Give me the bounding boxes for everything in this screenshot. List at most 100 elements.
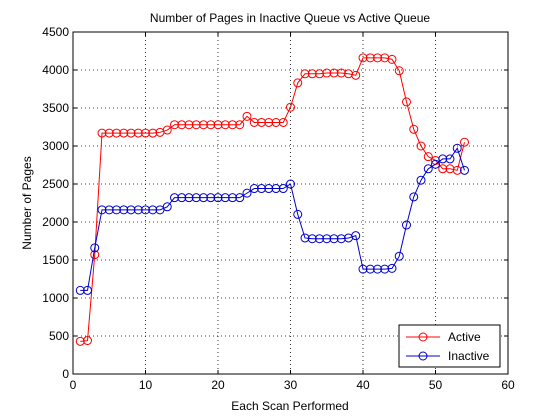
y-tick-label: 3000 [42, 139, 69, 153]
data-point-active [365, 53, 375, 63]
data-point-active [242, 111, 252, 121]
data-point-inactive [409, 192, 419, 202]
data-point-active [264, 117, 274, 127]
data-point-inactive [184, 193, 194, 203]
data-point-inactive [351, 231, 361, 241]
y-tick-label: 4000 [42, 63, 69, 77]
y-tick-label: 4500 [42, 25, 69, 39]
x-tick-label: 60 [501, 378, 515, 392]
data-point-active [199, 120, 208, 130]
data-point-inactive [191, 193, 201, 203]
data-point-active [307, 69, 317, 79]
legend-marker-inactive [418, 351, 428, 361]
data-point-inactive [452, 143, 462, 153]
data-point-active [409, 124, 419, 134]
data-point-active [387, 54, 397, 64]
data-point-active [126, 128, 136, 138]
x-axis-label: Each Scan Performed [231, 399, 348, 413]
data-point-inactive [329, 234, 339, 244]
data-point-inactive [438, 154, 448, 164]
data-point-inactive [286, 179, 295, 189]
data-point-inactive [264, 184, 274, 194]
x-tick-label: 10 [139, 378, 153, 392]
data-point-inactive [112, 205, 121, 215]
data-point-active [148, 128, 158, 138]
data-point-active [336, 68, 346, 78]
data-point-inactive [387, 263, 397, 273]
data-point-active [460, 137, 469, 147]
data-point-active [83, 336, 92, 346]
data-point-active [170, 120, 179, 130]
data-point-active [257, 117, 266, 127]
data-point-inactive [133, 205, 143, 215]
y-tick-label: 3500 [42, 101, 69, 115]
data-point-inactive [257, 184, 266, 194]
data-point-active [394, 66, 404, 76]
series-group [75, 53, 469, 346]
data-point-inactive [423, 164, 433, 174]
grid [73, 32, 508, 374]
data-point-inactive [394, 251, 404, 261]
data-point-active [351, 70, 361, 80]
data-point-active [293, 78, 303, 88]
data-point-active [416, 141, 426, 151]
data-point-active [380, 53, 390, 63]
data-point-active [177, 120, 187, 130]
y-tick-label: 2000 [42, 215, 69, 229]
data-point-inactive [293, 209, 303, 219]
data-point-active [423, 152, 433, 162]
data-point-active [112, 128, 121, 138]
chart-title: Number of Pages in Inactive Queue vs Act… [150, 11, 430, 25]
data-point-active [452, 165, 462, 175]
data-point-active [213, 120, 223, 130]
data-point-inactive [249, 184, 259, 194]
legend-label-inactive: Inactive [448, 349, 490, 363]
data-point-active [322, 68, 332, 78]
data-point-active [133, 128, 143, 138]
y-tick-label: 0 [62, 367, 69, 381]
legend-marker-active [418, 332, 428, 342]
data-point-inactive [199, 193, 208, 203]
data-point-active [249, 117, 259, 127]
data-point-inactive [365, 264, 375, 274]
data-point-inactive [228, 193, 237, 203]
data-point-inactive [445, 154, 455, 164]
x-tick-label: 0 [70, 378, 77, 392]
data-point-active [162, 125, 172, 135]
data-point-inactive [373, 264, 382, 274]
data-point-active [329, 68, 339, 78]
legend-label-active: Active [448, 330, 481, 344]
data-point-inactive [235, 193, 245, 203]
data-point-inactive [90, 243, 100, 253]
data-point-active [344, 69, 353, 79]
data-point-inactive [104, 205, 114, 215]
x-tick-label: 30 [284, 378, 298, 392]
data-point-inactive [97, 205, 107, 215]
data-point-inactive [177, 193, 187, 203]
data-point-inactive [206, 193, 216, 203]
data-point-active [373, 53, 382, 63]
data-point-active [220, 120, 230, 130]
data-point-inactive [322, 234, 332, 244]
data-point-active [278, 117, 288, 127]
legend: Active Inactive [398, 324, 501, 368]
data-point-active [235, 120, 245, 130]
data-point-inactive [83, 285, 92, 295]
data-point-inactive [416, 175, 426, 185]
x-tick-label: 50 [429, 378, 443, 392]
data-point-inactive [380, 264, 390, 274]
data-point-active [438, 164, 448, 174]
data-point-inactive [119, 205, 129, 215]
data-point-active [271, 117, 281, 127]
data-point-inactive [162, 202, 172, 212]
y-axis-label: Number of Pages [20, 156, 34, 249]
data-point-active [191, 120, 201, 130]
x-tick-label: 40 [356, 378, 370, 392]
data-point-active [315, 69, 324, 79]
data-point-inactive [213, 193, 223, 203]
data-point-inactive [336, 234, 346, 244]
plot-area [73, 32, 508, 374]
data-point-inactive [141, 205, 150, 215]
data-point-inactive [358, 264, 368, 274]
y-tick-label: 2500 [42, 177, 69, 191]
